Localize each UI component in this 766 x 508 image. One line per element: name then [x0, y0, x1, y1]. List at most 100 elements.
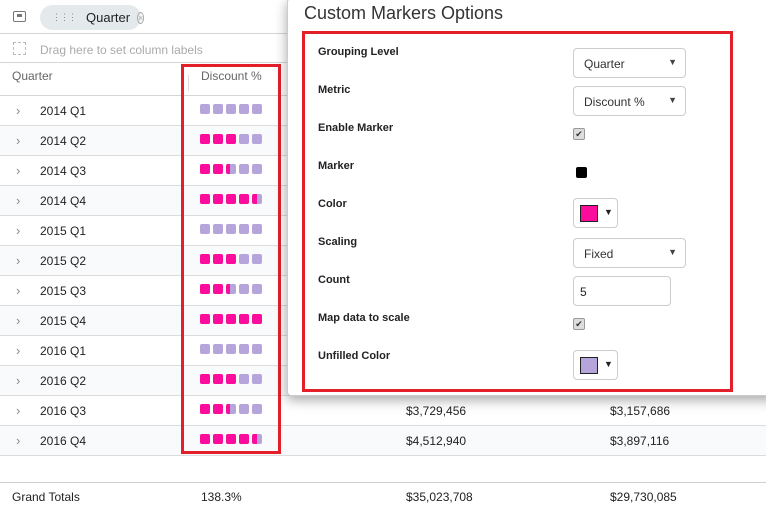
- drag-handle-icon[interactable]: ⋮⋮⋮: [52, 12, 77, 22]
- marker-shape-icon[interactable]: [576, 167, 587, 178]
- marker-icon: [226, 344, 236, 354]
- marker-icon: [226, 224, 236, 234]
- marker-icon: [213, 284, 223, 294]
- header-discount[interactable]: Discount %: [201, 69, 262, 83]
- marker-icon: [226, 164, 236, 174]
- marker-icon: [200, 434, 210, 444]
- expand-chevron-icon[interactable]: ›: [16, 403, 21, 418]
- custom-markers-dialog: Custom Markers Options Grouping Level Qu…: [287, 0, 766, 396]
- discount-markers: [200, 404, 262, 414]
- marker-icon: [226, 434, 236, 444]
- marker-icon: [213, 134, 223, 144]
- cell-v1: $4,512,940: [406, 434, 467, 448]
- expand-chevron-icon[interactable]: ›: [16, 133, 21, 148]
- marker-icon: [213, 254, 223, 264]
- header-quarter[interactable]: Quarter: [12, 69, 53, 83]
- marker-icon: [213, 104, 223, 114]
- dropdown-arrow-icon: ▼: [668, 57, 677, 67]
- totals-v2: $29,730,085: [610, 490, 677, 504]
- marker-icon: [252, 104, 262, 114]
- grand-totals-row: Grand Totals 138.3% $35,023,708 $29,730,…: [0, 484, 766, 508]
- marker-icon: [213, 344, 223, 354]
- discount-markers: [200, 194, 262, 204]
- metric-value: Discount %: [584, 95, 645, 109]
- highlight-options: [302, 31, 733, 392]
- row-label: 2014 Q2: [40, 134, 87, 148]
- marker-icon: [200, 194, 210, 204]
- quarter-chip[interactable]: ⋮⋮⋮ Quarter ×: [40, 5, 145, 30]
- marker-icon: [252, 224, 262, 234]
- row-label: 2015 Q4: [40, 314, 87, 328]
- marker-icon: [200, 134, 210, 144]
- grouping-value: Quarter: [584, 57, 625, 71]
- marker-icon: [213, 194, 223, 204]
- remove-chip-icon[interactable]: ×: [137, 11, 145, 24]
- row-label: 2015 Q2: [40, 254, 87, 268]
- marker-icon: [226, 134, 236, 144]
- marker-icon: [200, 344, 210, 354]
- marker-icon: [252, 134, 262, 144]
- row-label: 2014 Q4: [40, 194, 87, 208]
- cell-v1: $3,729,456: [406, 404, 467, 418]
- marker-icon: [239, 314, 249, 324]
- grouping-level-select[interactable]: Quarter ▼: [573, 48, 686, 78]
- grid-icon[interactable]: [13, 11, 26, 22]
- marker-icon: [252, 374, 262, 384]
- expand-chevron-icon[interactable]: ›: [16, 343, 21, 358]
- expand-chevron-icon[interactable]: ›: [16, 433, 21, 448]
- marker-icon: [239, 344, 249, 354]
- expand-chevron-icon[interactable]: ›: [16, 193, 21, 208]
- expand-chevron-icon[interactable]: ›: [16, 103, 21, 118]
- expand-chevron-icon[interactable]: ›: [16, 223, 21, 238]
- marker-icon: [200, 374, 210, 384]
- count-input[interactable]: 5: [573, 276, 671, 306]
- marker-icon: [239, 404, 249, 414]
- marker-icon: [239, 164, 249, 174]
- expand-chevron-icon[interactable]: ›: [16, 283, 21, 298]
- cell-v2: $3,897,116: [610, 434, 670, 448]
- discount-markers: [200, 104, 262, 114]
- expand-chevron-icon[interactable]: ›: [16, 163, 21, 178]
- totals-discount: 138.3%: [201, 490, 242, 504]
- marker-icon: [239, 224, 249, 234]
- enable-marker-checkbox[interactable]: ✔: [573, 128, 585, 140]
- marker-icon: [252, 314, 262, 324]
- row-label: 2014 Q1: [40, 104, 87, 118]
- table-row[interactable]: › 2016 Q3 $3,729,456 $3,157,686: [0, 396, 766, 426]
- marker-icon: [200, 224, 210, 234]
- marker-icon: [213, 314, 223, 324]
- table-row[interactable]: › 2016 Q4 $4,512,940 $3,897,116: [0, 426, 766, 456]
- row-label: 2016 Q4: [40, 434, 87, 448]
- discount-markers: [200, 374, 262, 384]
- metric-select[interactable]: Discount % ▼: [573, 86, 686, 116]
- expand-chevron-icon[interactable]: ›: [16, 373, 21, 388]
- expand-chevron-icon[interactable]: ›: [16, 313, 21, 328]
- marker-icon: [252, 434, 262, 444]
- spacer-row: [0, 456, 766, 483]
- scaling-select[interactable]: Fixed ▼: [573, 238, 686, 268]
- map-data-checkbox[interactable]: ✔: [573, 318, 585, 330]
- marker-icon: [200, 164, 210, 174]
- marker-icon: [200, 254, 210, 264]
- marker-icon: [226, 404, 236, 414]
- color-swatch: [580, 205, 598, 222]
- label-grouping-level: Grouping Level: [318, 46, 399, 58]
- marker-icon: [239, 254, 249, 264]
- discount-markers: [200, 314, 262, 324]
- label-marker: Marker: [318, 160, 355, 172]
- label-metric: Metric: [318, 84, 351, 96]
- marker-icon: [226, 104, 236, 114]
- label-color: Color: [318, 198, 347, 210]
- unfilled-color-picker[interactable]: ▼: [573, 350, 618, 380]
- marker-icon: [200, 104, 210, 114]
- marker-icon: [226, 284, 236, 294]
- expand-chevron-icon[interactable]: ›: [16, 253, 21, 268]
- column-divider[interactable]: [188, 75, 189, 91]
- color-picker[interactable]: ▼: [573, 198, 618, 228]
- marker-icon: [239, 194, 249, 204]
- marker-icon: [252, 284, 262, 294]
- dropdown-arrow-icon: ▼: [668, 247, 677, 257]
- row-label: 2016 Q3: [40, 404, 87, 418]
- marker-icon: [239, 134, 249, 144]
- discount-markers: [200, 284, 262, 294]
